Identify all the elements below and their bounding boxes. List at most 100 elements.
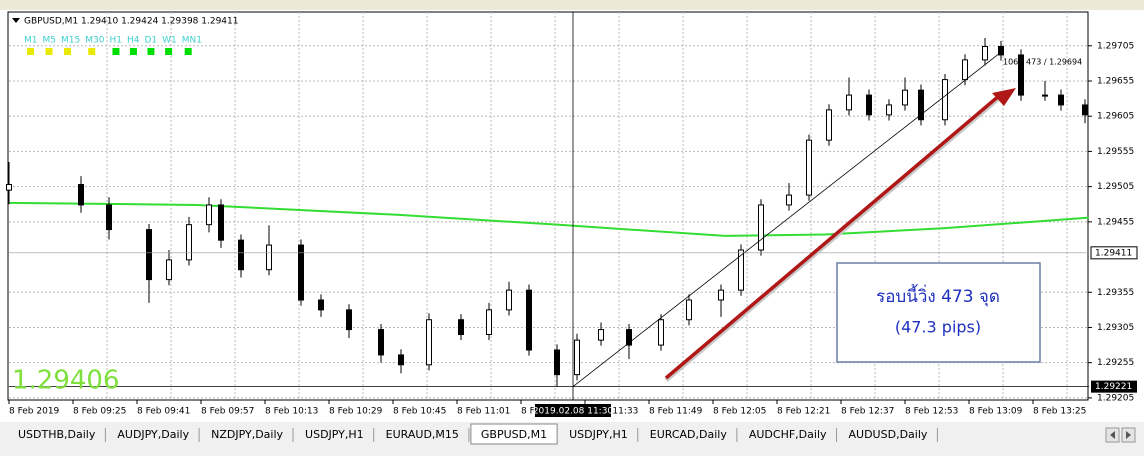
tab-label[interactable]: AUDJPY,Daily (117, 428, 189, 441)
y-tick-label: 1.29205 (1097, 393, 1134, 403)
tab[interactable]: USDJPY,H1 (295, 426, 375, 443)
x-tick-label: 8 Feb 10:45 (393, 407, 446, 417)
bid-label-box (1090, 246, 1138, 260)
candle-body (6, 184, 12, 191)
x-tick-label: 8 Feb 11:33 (585, 407, 638, 417)
candle-body (506, 289, 512, 311)
timeframe-indicator (129, 48, 137, 55)
candle-body (318, 299, 324, 311)
candle-body (1018, 54, 1024, 96)
tab-label[interactable]: EURAUD,M15 (386, 428, 459, 441)
current-price: 1.29406 (12, 366, 120, 396)
tab[interactable]: NZDJPY,Daily (201, 426, 294, 443)
tab-label[interactable]: USDJPY,H1 (569, 428, 628, 441)
moving-average (8, 201, 1090, 237)
tab[interactable]: USDJPY,H1 (559, 426, 639, 443)
tab[interactable]: AUDJPY,Daily (107, 426, 200, 443)
tab-label[interactable]: NZDJPY,Daily (211, 428, 283, 441)
tab[interactable]: GBPUSD,M1 (470, 423, 558, 445)
timeframe-indicator (184, 48, 192, 55)
tab-label[interactable]: GBPUSD,M1 (481, 428, 547, 441)
timeframe-indicator (45, 48, 53, 55)
timeframe-indicator (112, 48, 120, 55)
candle-body (826, 109, 832, 141)
candle-body (886, 104, 892, 116)
grid (9, 12, 1088, 400)
candle-body (398, 354, 404, 366)
y-tick-label: 1.29455 (1097, 217, 1134, 227)
tab-label[interactable]: AUDCHF,Daily (749, 428, 827, 441)
menu-arrow[interactable] (12, 18, 20, 23)
tab-background (295, 426, 374, 443)
candle-body (238, 239, 244, 271)
tab[interactable]: EURAUD,M15 (375, 426, 470, 443)
tab-label[interactable]: USDJPY,H1 (305, 428, 364, 441)
tab-background (201, 426, 294, 443)
tab[interactable]: USDTHB,Daily (8, 426, 106, 443)
candle-body (526, 289, 532, 351)
candle-body (1042, 94, 1048, 97)
timeframe[interactable]: W1 (162, 36, 177, 46)
candle-body (298, 244, 304, 301)
y-tick-label: 1.29255 (1097, 358, 1134, 368)
arrow-head (992, 88, 1016, 106)
y-tick-label: 1.29305 (1097, 323, 1134, 333)
candle-body (1058, 94, 1064, 106)
candle-body (758, 204, 764, 251)
annotation-box (836, 262, 1041, 363)
timeframe[interactable]: H4 (127, 36, 140, 46)
tab[interactable]: AUDCHF,Daily (738, 426, 838, 443)
x-tick-label: 8 Feb 12:05 (713, 407, 766, 417)
arrow (664, 93, 1002, 380)
x-tick-label: 8 Feb 09:57 (201, 407, 254, 417)
tab-background (738, 426, 837, 443)
candle-body (426, 319, 432, 366)
candle-body (78, 184, 84, 206)
candle-body (846, 94, 852, 111)
candle-body (554, 349, 560, 376)
candle-body (806, 139, 812, 196)
tab-background (8, 426, 106, 443)
x-tick-label: 8 Feb 13:09 (969, 407, 1023, 417)
candle-body (598, 329, 604, 341)
candle-body (378, 329, 384, 356)
timeframe[interactable]: M30 (85, 36, 104, 46)
timeframe[interactable]: MN1 (182, 36, 202, 46)
timeframe[interactable]: H1 (109, 36, 122, 46)
tabs: USDTHB,Daily AUDJPY,Daily NZDJPY,Daily USDJ… (8, 423, 938, 445)
tab-background (470, 423, 558, 445)
timeframe-indicator (165, 48, 173, 55)
tab-background (107, 426, 200, 443)
candle-body (574, 339, 580, 376)
candle-body (1082, 104, 1088, 116)
timeframe[interactable]: M5 (43, 36, 57, 46)
candle-body (686, 299, 692, 321)
x-tick-label: 8 Feb 12:53 (905, 407, 958, 417)
x-tick-label: 8 Feb 12:37 (841, 407, 894, 417)
tab[interactable]: EURCAD,Daily (639, 426, 738, 443)
tab-background (639, 426, 737, 443)
tab-background (375, 426, 469, 443)
tab-background (838, 426, 938, 443)
trendline (572, 51, 1002, 387)
candle-body (266, 244, 272, 271)
trendline-label: 106 / 473 / 1.29694 (1003, 58, 1082, 67)
timeframe[interactable]: M1 (24, 36, 38, 46)
tab-label[interactable]: USDTHB,Daily (18, 428, 96, 441)
toolbar (0, 0, 1144, 10)
tab-background (559, 426, 638, 443)
timeframe[interactable]: M15 (61, 36, 80, 46)
tab-label[interactable]: EURCAD,Daily (650, 428, 728, 441)
tab[interactable]: AUDUSD,Daily (838, 426, 938, 443)
y-tick-label: 1.29705 (1097, 41, 1134, 51)
candle-body (106, 204, 112, 231)
timeframe[interactable]: D1 (144, 36, 157, 46)
candle-body (166, 259, 172, 281)
annotation-line: (47.3 pips) (895, 318, 981, 337)
y-tick-label: 1.29355 (1097, 288, 1134, 298)
candle-body (866, 94, 872, 116)
candle-body (982, 46, 988, 61)
chart-header: GBPUSD,M1 1.29410 1.29424 1.29398 1.2941… (24, 17, 238, 27)
tab-label[interactable]: AUDUSD,Daily (849, 428, 928, 441)
